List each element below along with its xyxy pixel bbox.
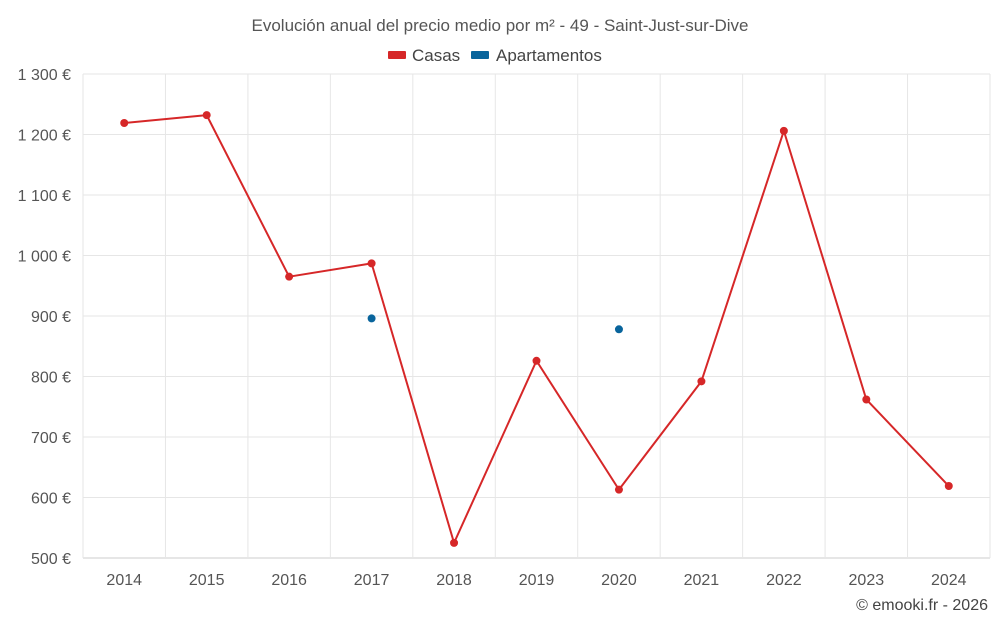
y-tick-label: 1 300 € (18, 67, 71, 84)
grid (82, 73, 991, 559)
legend-swatch-apartamentos (471, 51, 489, 59)
data-point-casas[interactable] (202, 111, 211, 120)
x-tick-label: 2020 (601, 572, 637, 589)
data-point-casas[interactable] (367, 259, 376, 268)
y-tick-label: 1 200 € (18, 128, 71, 145)
series-layer (120, 111, 953, 547)
y-tick-label: 1 100 € (18, 188, 71, 205)
legend-item-apartamentos[interactable]: Apartamentos (471, 46, 602, 65)
x-tick-label: 2018 (436, 572, 472, 589)
legend-swatch-casas (388, 51, 406, 59)
x-tick-label: 2015 (189, 572, 225, 589)
data-point-casas[interactable] (120, 119, 129, 128)
data-point-casas[interactable] (450, 538, 459, 547)
y-tick-label: 900 € (31, 309, 71, 326)
legend-label-apartamentos: Apartamentos (496, 46, 602, 65)
data-point-casas[interactable] (614, 485, 623, 494)
data-point-casas[interactable] (862, 395, 871, 404)
x-tick-label: 2022 (766, 572, 802, 589)
x-tick-label: 2019 (519, 572, 555, 589)
y-axis: 500 € 600 € 700 € 800 € 900 € 1 000 € 1 100 € 1… (18, 67, 71, 568)
x-tick-label: 2016 (271, 572, 307, 589)
legend-item-casas[interactable]: Casas (388, 46, 460, 65)
x-tick-label: 2023 (849, 572, 885, 589)
data-point-casas[interactable] (697, 377, 706, 386)
data-point-casas[interactable] (285, 272, 294, 281)
credit-text: © emooki.fr - 2026 (856, 597, 988, 614)
x-tick-label: 2021 (684, 572, 720, 589)
data-point-casas[interactable] (944, 482, 953, 491)
legend-label-casas: Casas (412, 46, 460, 65)
data-point-casas[interactable] (532, 356, 541, 365)
x-tick-label: 2017 (354, 572, 390, 589)
data-point-casas[interactable] (779, 126, 788, 135)
y-tick-label: 600 € (31, 491, 71, 508)
y-tick-label: 800 € (31, 370, 71, 387)
y-tick-label: 1 000 € (18, 249, 71, 266)
x-tick-label: 2024 (931, 572, 967, 589)
y-tick-label: 700 € (31, 430, 71, 447)
x-tick-label: 2014 (106, 572, 142, 589)
chart-title: Evolución anual del precio medio por m² … (252, 16, 749, 35)
data-point-apartamentos[interactable] (614, 325, 623, 334)
data-point-apartamentos[interactable] (367, 314, 376, 323)
legend: Casas Apartamentos (388, 46, 602, 65)
y-tick-label: 500 € (31, 551, 71, 568)
x-axis: 2014 2015 2016 2017 2018 2019 2020 2021 2022 2023… (106, 572, 966, 589)
